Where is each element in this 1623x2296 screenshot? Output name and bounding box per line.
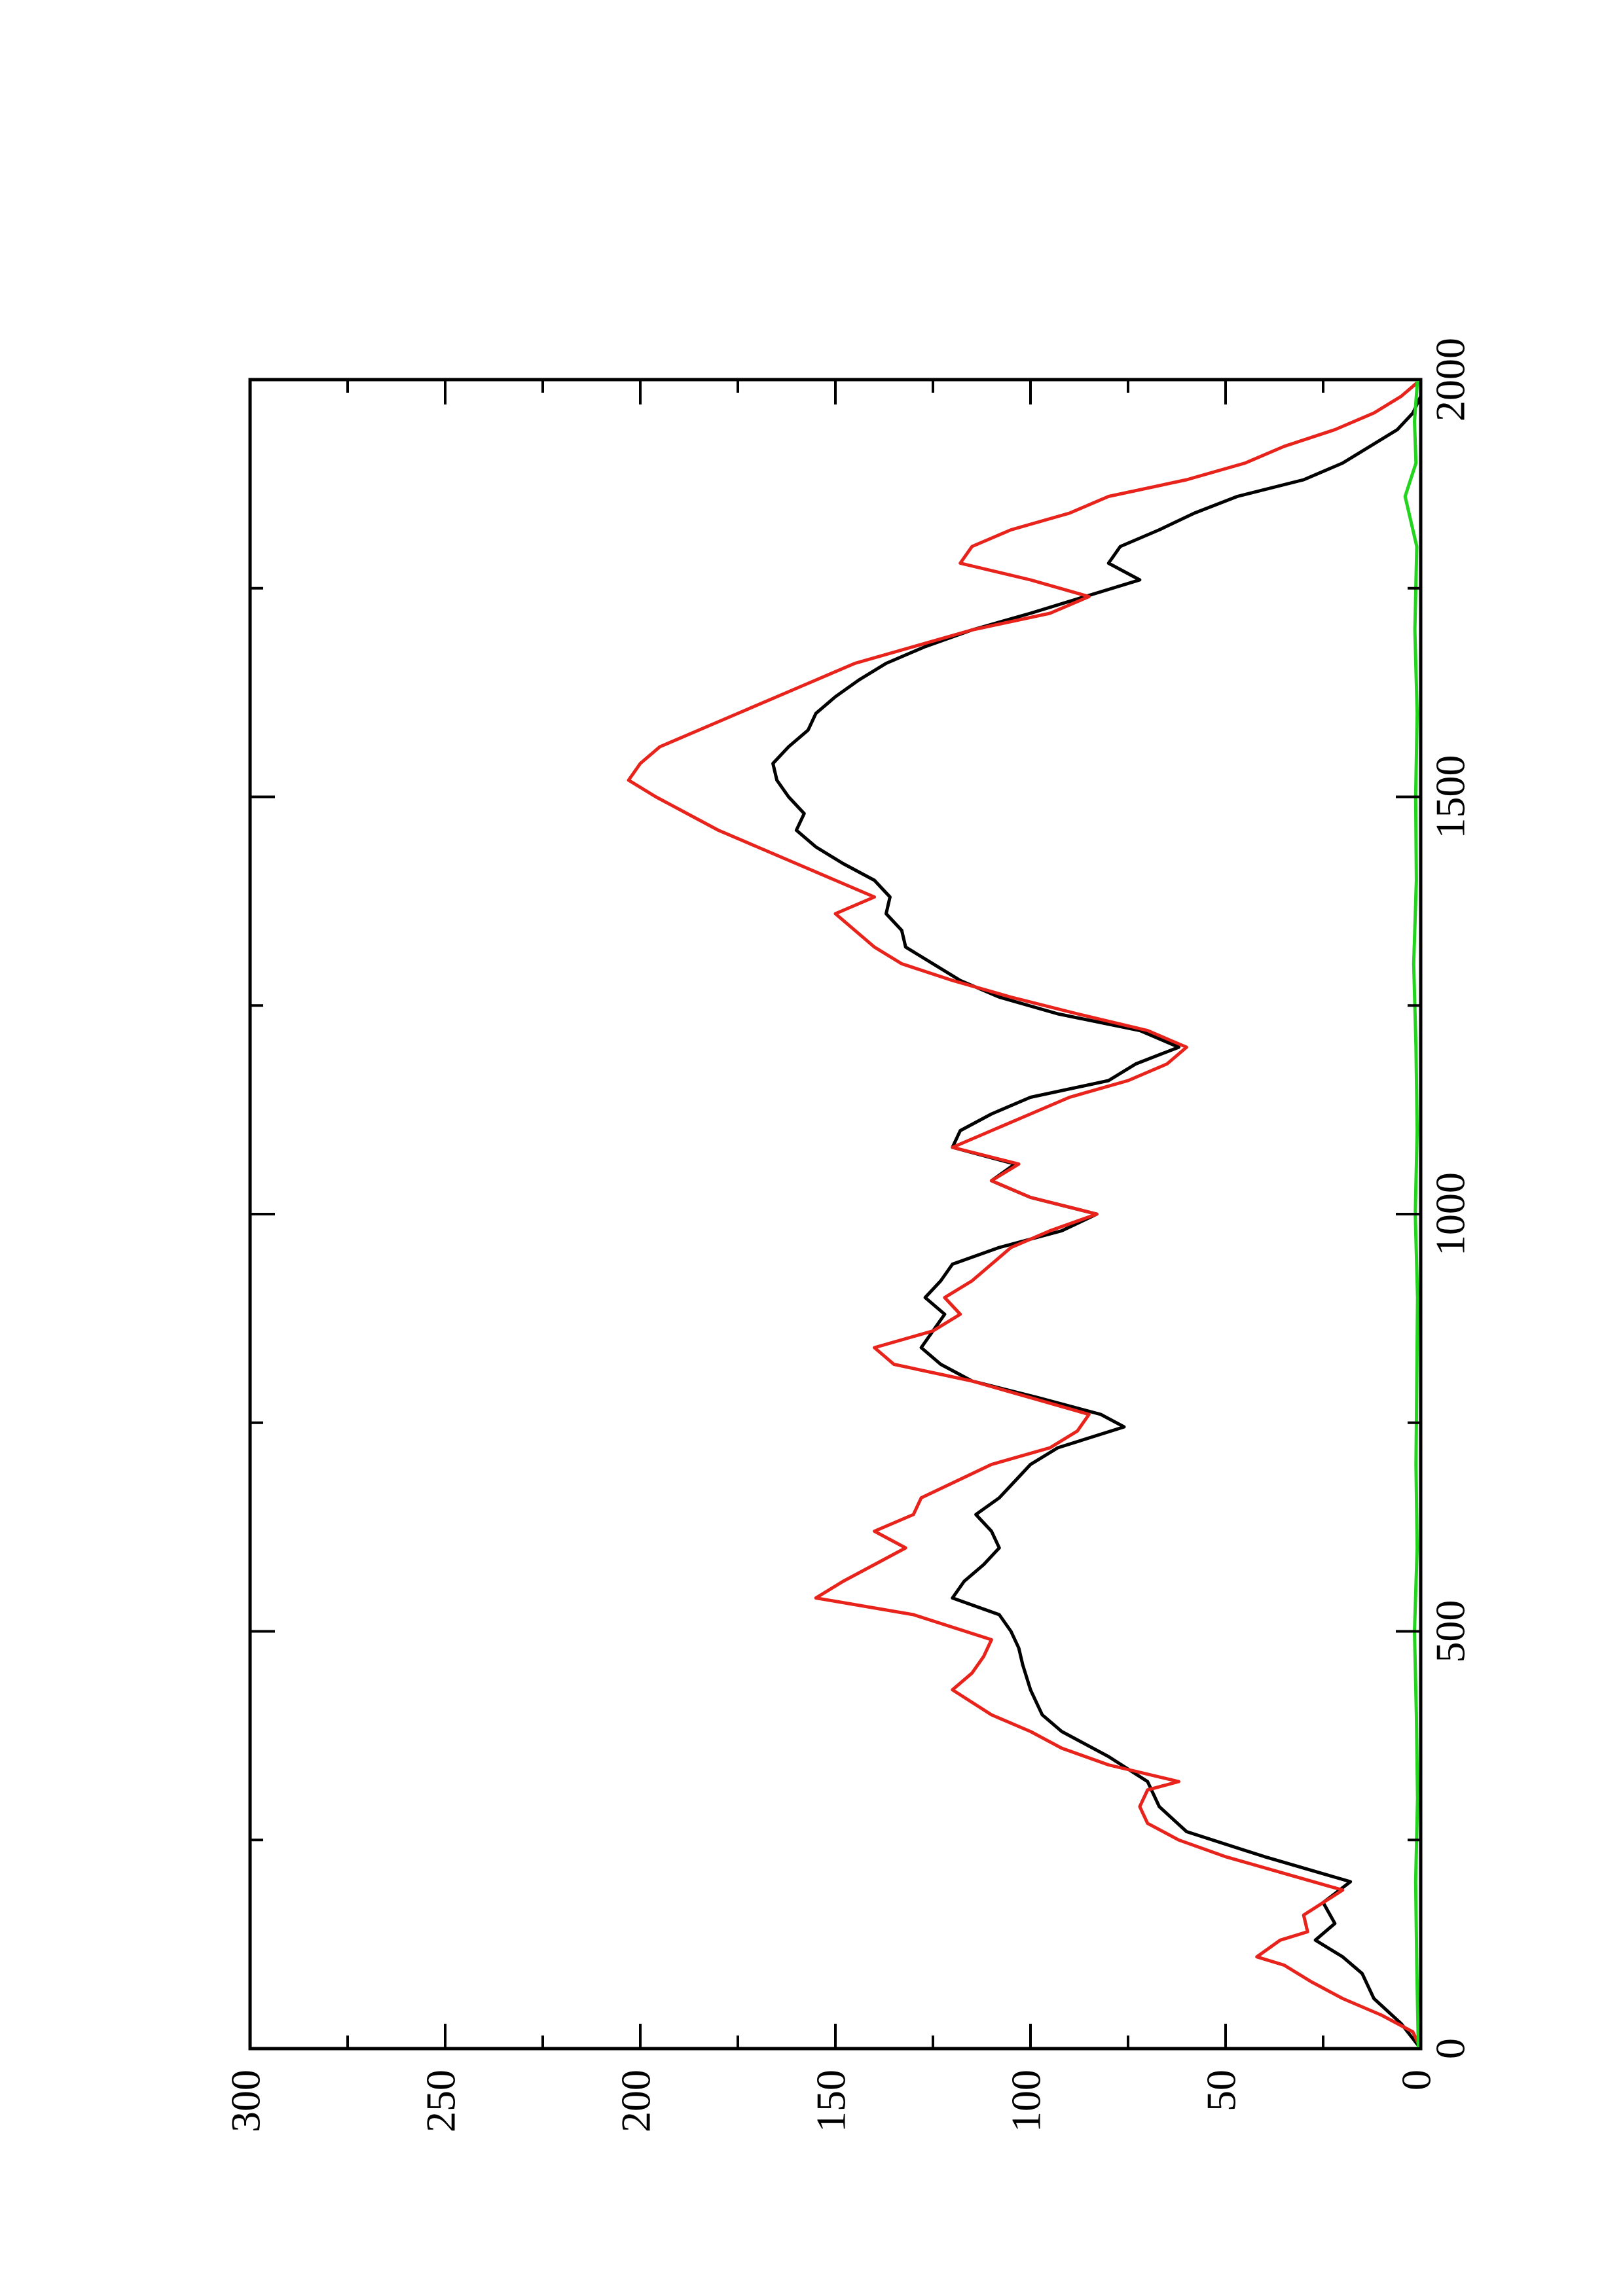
y-tick-label-200: 200 bbox=[613, 2070, 659, 2132]
series-line-2 bbox=[627, 378, 1423, 2050]
y-tick-label-0: 0 bbox=[1393, 2070, 1440, 2090]
x-tick-label-500: 500 bbox=[1427, 1600, 1474, 1663]
y-tick-label-50: 50 bbox=[1198, 2070, 1245, 2111]
series-layer bbox=[627, 378, 1423, 2050]
y-tick-label-100: 100 bbox=[1003, 2070, 1049, 2132]
y-tick-label-300: 300 bbox=[223, 2070, 269, 2132]
axis-ticks bbox=[249, 378, 1422, 2050]
y-tick-label-150: 150 bbox=[808, 2070, 854, 2132]
x-tick-label-1500: 1500 bbox=[1427, 755, 1474, 839]
axis-tick-labels: 0 500 1000 1500 2000 0 50 100 150 200 250 300 bbox=[223, 338, 1474, 2132]
x-tick-label-2000: 2000 bbox=[1427, 338, 1474, 422]
series-line-3 bbox=[1403, 379, 1420, 2049]
x-tick-label-0: 0 bbox=[1427, 2038, 1474, 2059]
y-tick-label-250: 250 bbox=[418, 2070, 464, 2132]
x-tick-label-1000: 1000 bbox=[1427, 1172, 1474, 1256]
